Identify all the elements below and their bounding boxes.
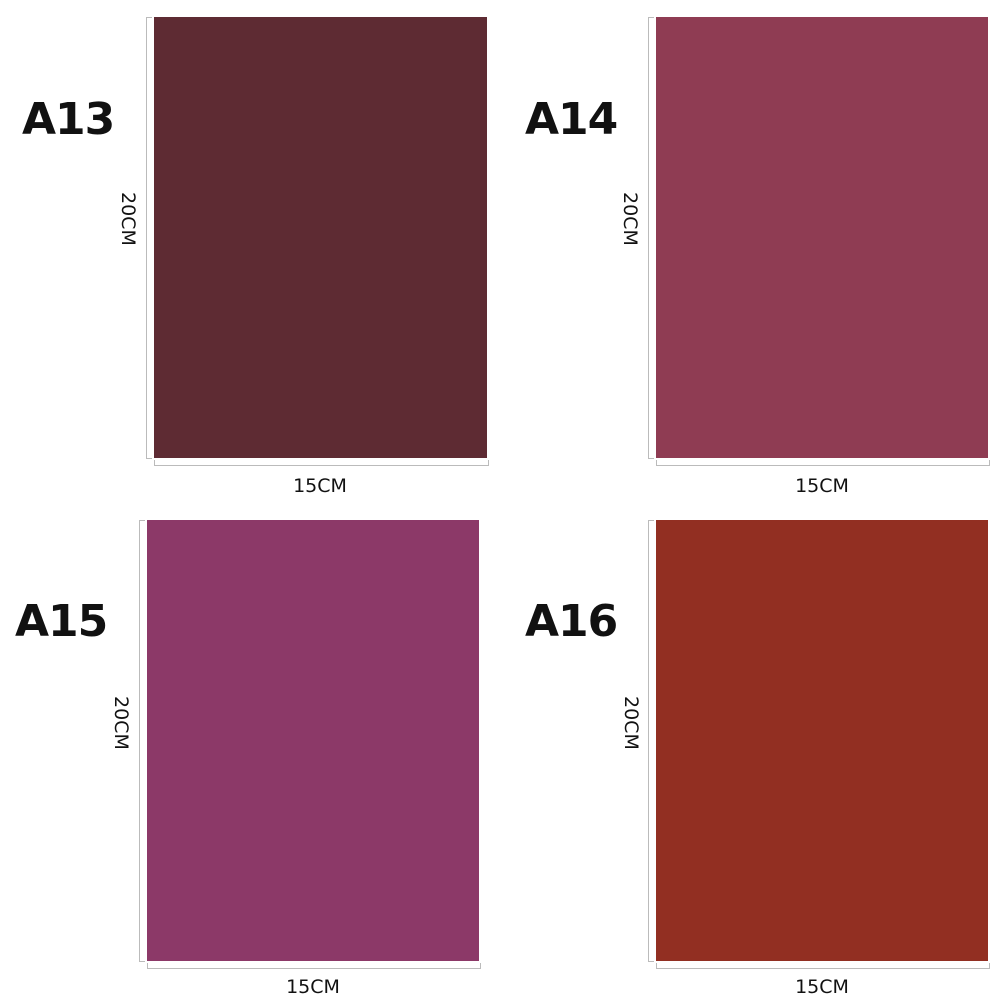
width-label: 15CM bbox=[286, 976, 340, 998]
color-swatch bbox=[154, 17, 487, 458]
swatch-code: A14 bbox=[525, 94, 618, 145]
height-bracket bbox=[139, 520, 145, 962]
width-label: 15CM bbox=[795, 976, 849, 998]
color-swatch bbox=[656, 520, 988, 961]
width-bracket bbox=[656, 963, 990, 969]
width-label: 15CM bbox=[293, 475, 347, 497]
width-bracket bbox=[656, 460, 990, 466]
color-swatch bbox=[147, 520, 479, 961]
height-label: 20CM bbox=[620, 696, 642, 750]
width-label: 15CM bbox=[795, 475, 849, 497]
height-bracket bbox=[648, 520, 654, 962]
height-bracket bbox=[648, 17, 654, 459]
width-bracket bbox=[154, 460, 489, 466]
height-label: 20CM bbox=[110, 696, 132, 750]
swatch-code: A13 bbox=[22, 94, 115, 145]
color-swatch bbox=[656, 17, 988, 458]
swatch-code: A16 bbox=[525, 596, 618, 647]
swatch-code: A15 bbox=[15, 596, 108, 647]
height-label: 20CM bbox=[117, 192, 139, 246]
height-label: 20CM bbox=[619, 192, 641, 246]
height-bracket bbox=[146, 17, 152, 459]
width-bracket bbox=[147, 963, 481, 969]
